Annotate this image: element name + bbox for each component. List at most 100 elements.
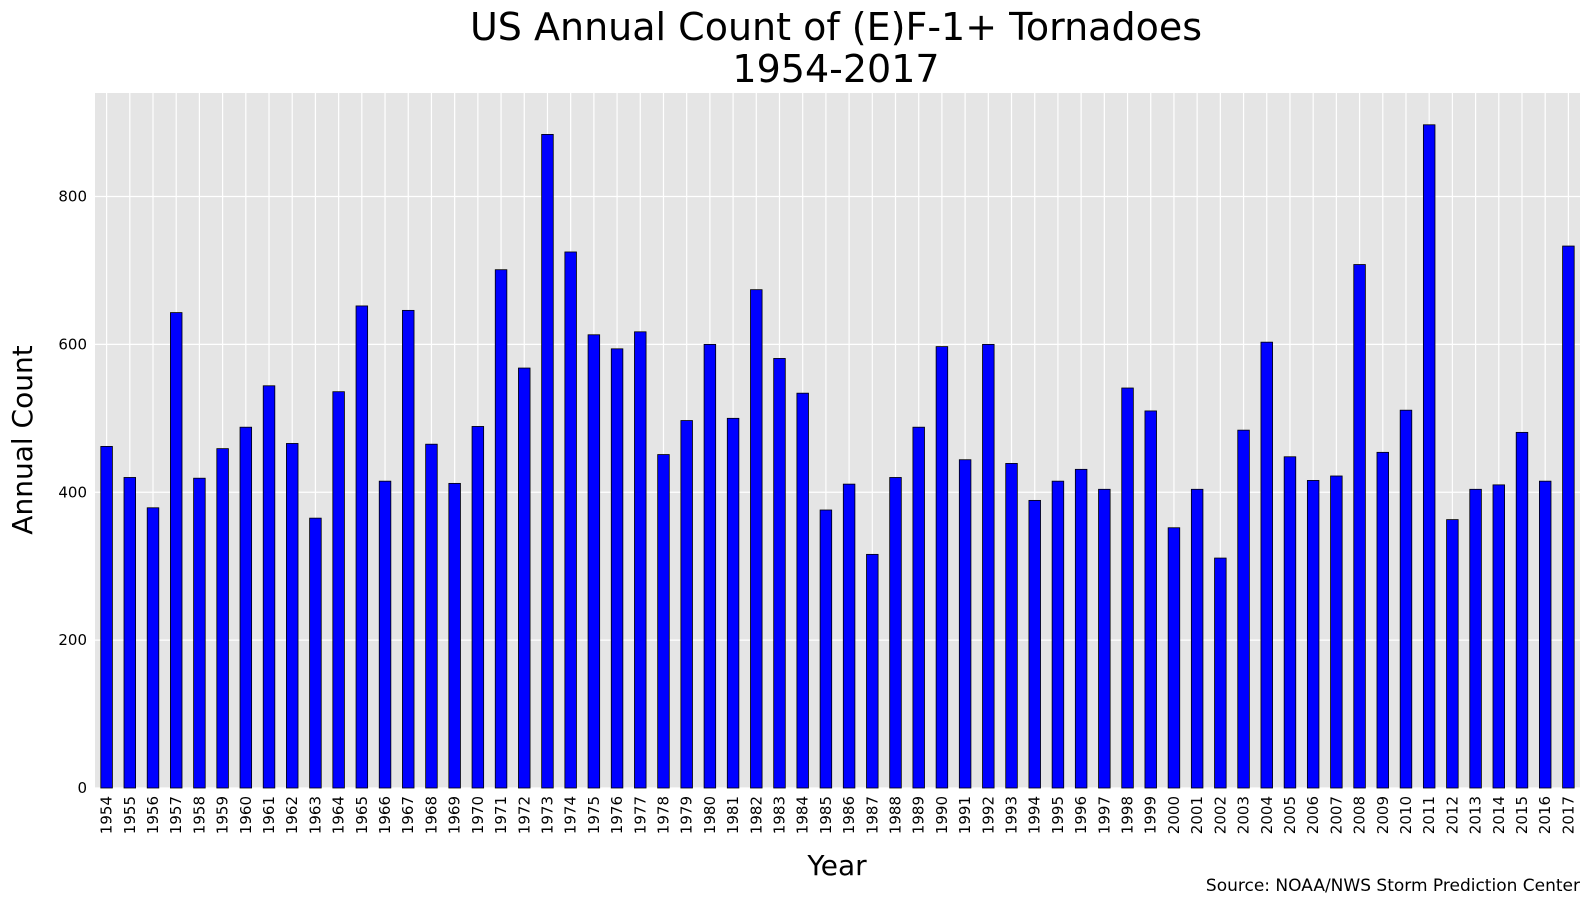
source-note: Source: NOAA/NWS Storm Prediction Center <box>1206 876 1580 896</box>
x-tick-label: 1988 <box>887 796 905 834</box>
x-tick-label: 1975 <box>585 796 603 834</box>
bar-1973 <box>541 134 554 789</box>
bar-2013 <box>1469 488 1482 789</box>
bar-1999 <box>1144 410 1157 789</box>
y-tick-label: 600 <box>58 335 87 353</box>
bar-1971 <box>494 269 508 789</box>
bar-2006 <box>1306 480 1320 789</box>
x-tick-label: 2004 <box>1258 796 1276 834</box>
x-tick-label: 1960 <box>237 796 255 834</box>
bar-1981 <box>726 417 740 789</box>
bar-1966 <box>378 480 392 789</box>
x-tick-label: 1983 <box>770 796 788 834</box>
x-tick-label: 1972 <box>515 796 533 834</box>
bar-1975 <box>587 334 601 789</box>
bar-1995 <box>1051 480 1065 789</box>
bar-1956 <box>146 507 160 789</box>
bar-2014 <box>1492 484 1505 789</box>
x-tick-label: 2011 <box>1420 796 1438 834</box>
x-tick-label: 1995 <box>1049 796 1067 834</box>
bar-1992 <box>982 343 995 789</box>
bar-1976 <box>610 348 624 789</box>
x-tick-label: 1968 <box>422 796 440 834</box>
x-tick-label: 2007 <box>1327 796 1345 834</box>
x-tick-label: 2012 <box>1443 796 1461 834</box>
chart-subtitle: 1954-2017 <box>732 47 939 91</box>
bar-1990 <box>935 346 949 789</box>
bar-1958 <box>193 477 206 789</box>
x-tick-label: 1984 <box>794 796 812 834</box>
x-tick-label: 1955 <box>121 796 139 834</box>
x-tick-label: 1987 <box>863 796 881 834</box>
y-tick-label: 0 <box>77 779 87 797</box>
x-tick-label: 2001 <box>1188 796 1206 834</box>
x-tick-label: 2002 <box>1211 796 1229 834</box>
bar-1982 <box>750 289 763 789</box>
bars <box>100 124 1575 789</box>
x-tick-label: 2014 <box>1490 796 1508 834</box>
bar-1987 <box>866 553 879 789</box>
bar-1983 <box>773 358 786 789</box>
bar-1960 <box>239 426 253 789</box>
x-tick-label: 2003 <box>1235 796 1253 834</box>
bar-1959 <box>216 448 229 789</box>
x-tick-label: 1969 <box>446 796 464 834</box>
bar-1996 <box>1074 468 1088 789</box>
bar-1986 <box>842 483 856 789</box>
x-tick-label: 1993 <box>1003 796 1021 834</box>
x-tick-label: 1997 <box>1095 796 1113 834</box>
bar-2007 <box>1330 475 1343 789</box>
bar-1964 <box>332 391 345 789</box>
bar-2010 <box>1399 409 1413 789</box>
x-tick-label: 1962 <box>283 796 301 834</box>
x-tick-label: 1958 <box>190 796 208 834</box>
bar-1980 <box>703 343 717 789</box>
x-tick-label: 2015 <box>1513 796 1531 834</box>
y-tick-label: 200 <box>58 631 87 649</box>
bar-1978 <box>657 454 670 789</box>
x-tick-label: 2017 <box>1559 796 1577 834</box>
y-ticks: 0 200 400 600 800 <box>58 188 87 797</box>
chart-title: US Annual Count of (E)F-1+ Tornadoes <box>470 5 1202 49</box>
bar-2004 <box>1260 341 1273 789</box>
x-tick-label: 1976 <box>608 796 626 834</box>
x-tick-label: 1961 <box>260 796 278 834</box>
bar-1974 <box>564 251 577 789</box>
x-tick-label: 1964 <box>330 796 348 834</box>
bar-1955 <box>123 477 137 789</box>
bar-1997 <box>1098 488 1111 789</box>
x-tick-label: 1986 <box>840 796 858 834</box>
bar-1989 <box>912 426 925 789</box>
x-tick-label: 1973 <box>538 796 556 834</box>
x-tick-label: 2006 <box>1304 796 1322 834</box>
x-tick-label: 2010 <box>1397 796 1415 834</box>
x-axis-label: Year <box>806 849 867 882</box>
y-tick-label: 800 <box>58 188 87 206</box>
x-tick-label: 1979 <box>678 796 696 834</box>
x-tick-label: 2016 <box>1536 796 1554 834</box>
x-tick-label: 1967 <box>399 796 417 834</box>
bar-2002 <box>1214 557 1227 789</box>
x-tick-label: 1994 <box>1026 796 1044 834</box>
bar-1969 <box>448 482 461 789</box>
bar-1991 <box>958 459 972 789</box>
bar-1970 <box>471 426 485 789</box>
bar-1984 <box>796 392 809 789</box>
x-tick-label: 1954 <box>98 796 116 834</box>
bar-1962 <box>286 443 299 789</box>
bar-1979 <box>680 420 693 789</box>
x-tick-label: 1957 <box>167 796 185 834</box>
x-tick-label: 1985 <box>817 796 835 834</box>
bar-1965 <box>355 305 369 789</box>
x-tick-label: 1980 <box>701 796 719 834</box>
x-tick-label: 1998 <box>1119 796 1137 834</box>
x-tick-label: 1959 <box>214 796 232 834</box>
y-axis-label: Annual Count <box>6 345 39 534</box>
bar-2016 <box>1538 480 1552 789</box>
bar-1985 <box>819 509 833 789</box>
bar-1993 <box>1005 463 1018 789</box>
bar-1961 <box>262 385 276 789</box>
bar-2003 <box>1237 429 1250 789</box>
x-tick-label: 1956 <box>144 796 162 834</box>
x-tick-label: 2009 <box>1374 796 1392 834</box>
